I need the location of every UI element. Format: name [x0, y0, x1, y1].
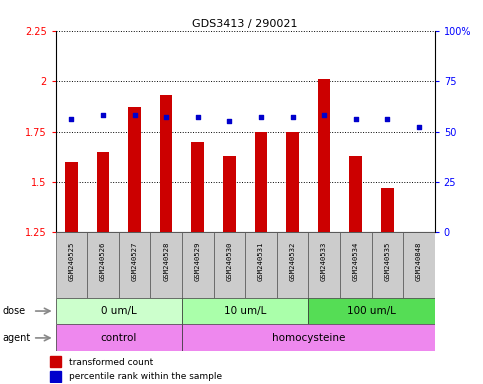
Text: GSM240534: GSM240534: [353, 242, 359, 281]
Point: [289, 114, 297, 121]
Point: [131, 112, 139, 118]
Point: [162, 114, 170, 121]
Text: GSM240528: GSM240528: [163, 242, 169, 281]
Bar: [245, 232, 277, 298]
Text: 10 um/L: 10 um/L: [224, 306, 266, 316]
Bar: [150, 232, 182, 298]
Text: control: control: [100, 333, 137, 343]
Text: GSM240526: GSM240526: [100, 242, 106, 281]
Text: 100 um/L: 100 um/L: [347, 306, 396, 316]
Text: GSM240529: GSM240529: [195, 242, 201, 281]
Bar: [56, 324, 182, 351]
Text: GSM240531: GSM240531: [258, 242, 264, 281]
Bar: [349, 156, 362, 232]
Bar: [191, 142, 204, 232]
Text: percentile rank within the sample: percentile rank within the sample: [69, 372, 222, 381]
Text: GSM240527: GSM240527: [131, 242, 138, 281]
Text: agent: agent: [2, 333, 30, 343]
Bar: [403, 232, 435, 298]
Point: [352, 116, 359, 122]
Point: [320, 112, 328, 118]
Text: dose: dose: [2, 306, 26, 316]
Bar: [371, 232, 403, 298]
Text: GSM240535: GSM240535: [384, 242, 390, 281]
Point: [384, 116, 391, 122]
Text: GSM240525: GSM240525: [68, 242, 74, 281]
Bar: [308, 232, 340, 298]
Bar: [128, 107, 141, 232]
Point: [194, 114, 201, 121]
Bar: [119, 232, 150, 298]
Bar: [97, 152, 109, 232]
Bar: [87, 232, 119, 298]
Bar: [56, 298, 182, 324]
Point: [99, 112, 107, 118]
Text: GSM240530: GSM240530: [227, 242, 232, 281]
Bar: [318, 79, 330, 232]
Text: transformed count: transformed count: [69, 358, 153, 367]
Bar: [255, 131, 267, 232]
Point: [226, 118, 233, 124]
Bar: [286, 131, 299, 232]
Text: homocysteine: homocysteine: [271, 333, 345, 343]
Bar: [56, 232, 87, 298]
Bar: [182, 324, 435, 351]
Bar: [223, 156, 236, 232]
Bar: [50, 371, 61, 382]
Bar: [381, 188, 394, 232]
Bar: [308, 298, 435, 324]
Bar: [65, 162, 78, 232]
Text: GSM240533: GSM240533: [321, 242, 327, 281]
Point: [415, 124, 423, 131]
Point: [68, 116, 75, 122]
Text: 0 um/L: 0 um/L: [101, 306, 137, 316]
Title: GDS3413 / 290021: GDS3413 / 290021: [192, 18, 298, 28]
Point: [257, 114, 265, 121]
Bar: [160, 95, 172, 232]
Bar: [182, 298, 308, 324]
Bar: [50, 356, 61, 367]
Bar: [182, 232, 213, 298]
Bar: [277, 232, 308, 298]
Bar: [213, 232, 245, 298]
Text: GSM240848: GSM240848: [416, 242, 422, 281]
Text: GSM240532: GSM240532: [289, 242, 296, 281]
Bar: [340, 232, 371, 298]
